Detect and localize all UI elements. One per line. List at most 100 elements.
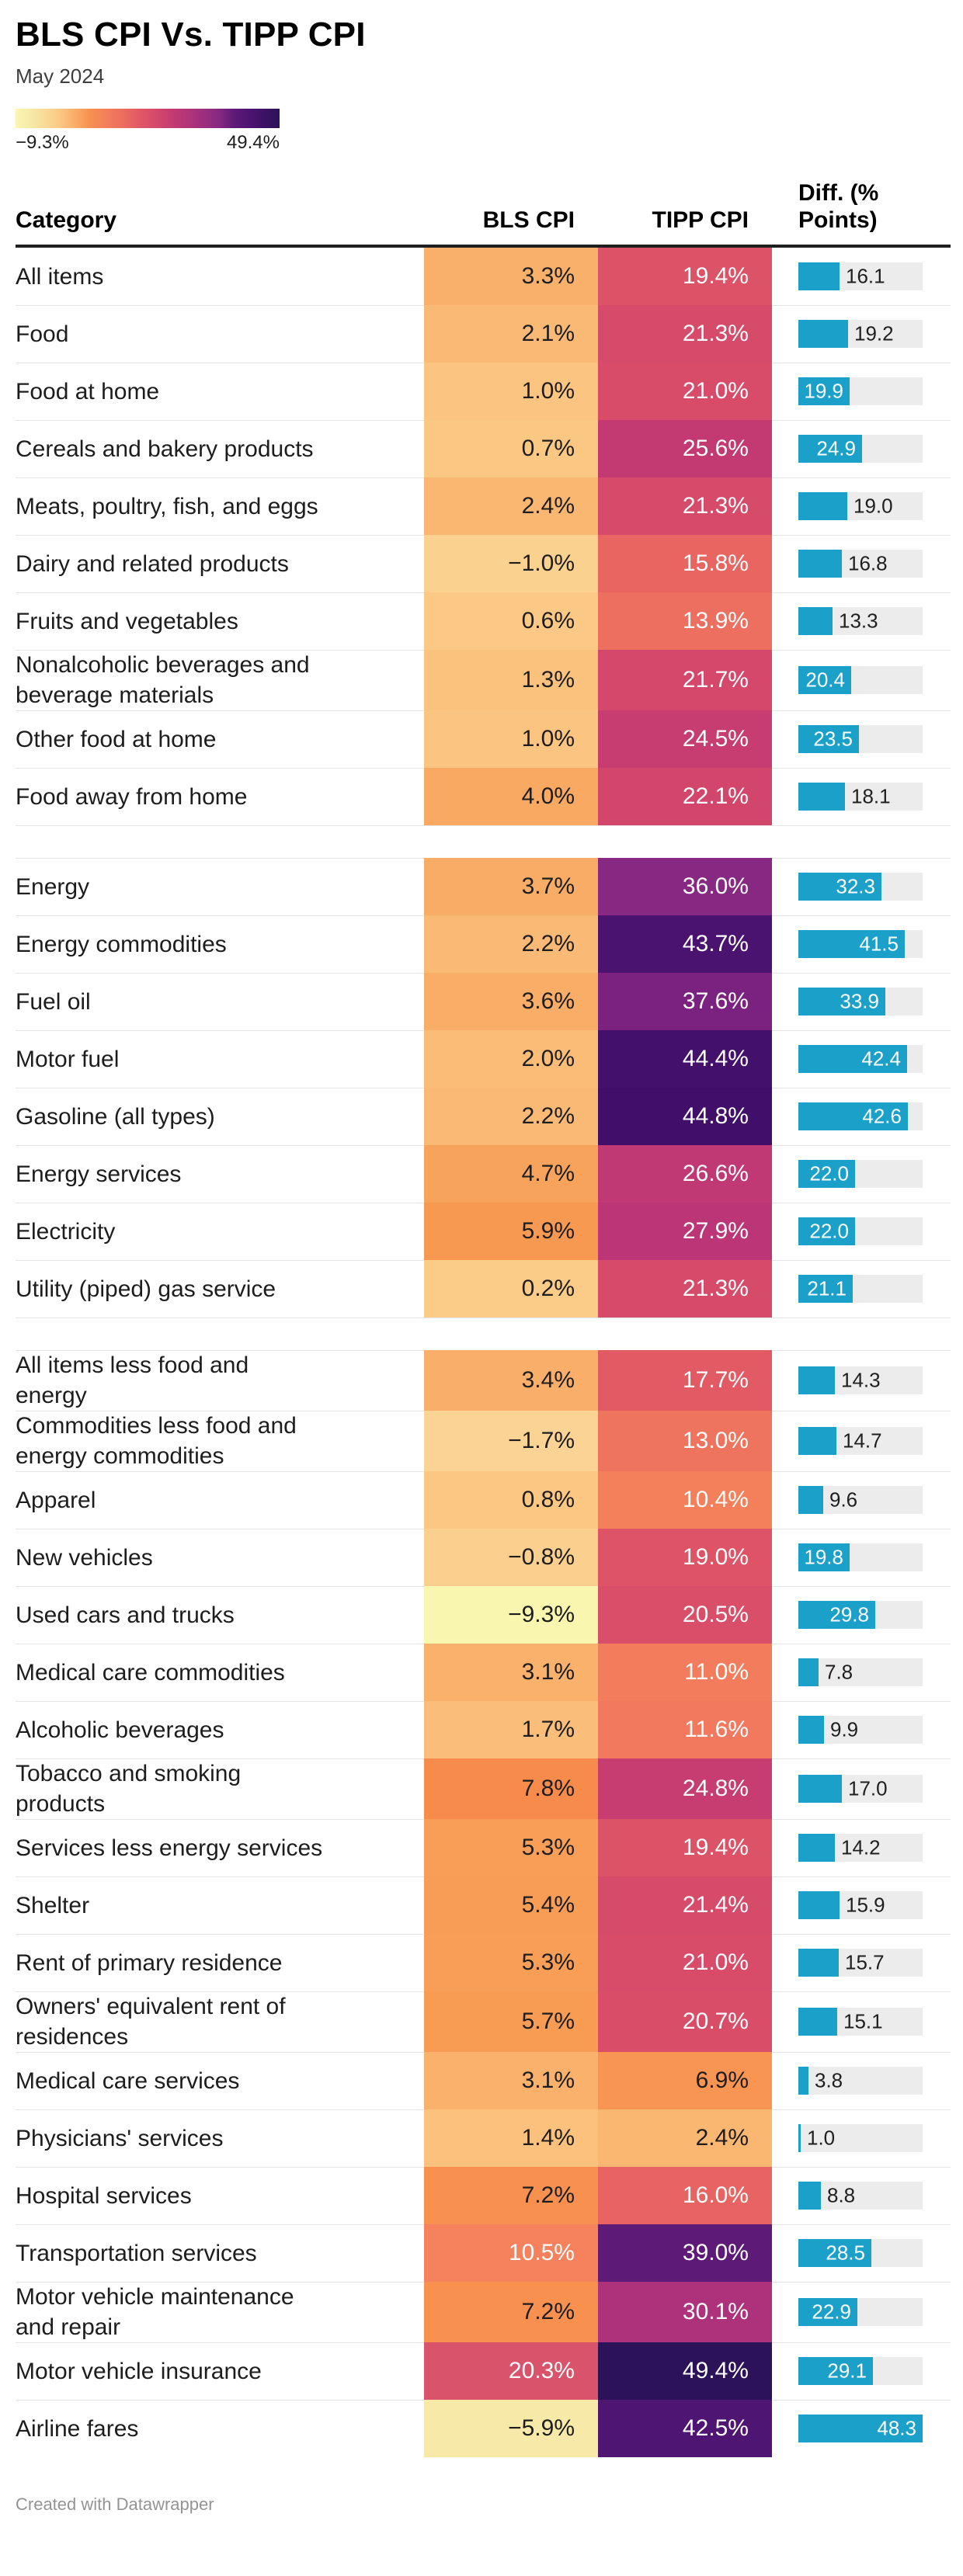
table-row: Transportation services 10.5% 39.0% 28.5 — [16, 2224, 951, 2283]
category-label: Shelter — [16, 1892, 90, 1918]
diff-bar-cell: 9.6 — [798, 1471, 951, 1529]
table-row: Other food at home 1.0% 24.5% 23.5 — [16, 710, 951, 769]
diff-bar-label: 17.0 — [848, 1776, 888, 1800]
diff-bar-label: 1.0 — [807, 2126, 836, 2150]
category-label: Cereals and bakery products — [16, 436, 314, 462]
table-row: Rent of primary residence 5.3% 21.0% 15.… — [16, 1934, 951, 1992]
diff-bar-fill — [798, 1543, 850, 1572]
diff-bar-fill — [798, 2008, 837, 2036]
tipp-cpi-cell: 20.7% — [598, 1991, 772, 2053]
category-label: Motor vehicle insurance — [16, 2358, 262, 2384]
bls-cpi-cell: 20.3% — [424, 2342, 598, 2401]
tipp-cpi-cell: 26.6% — [598, 1145, 772, 1203]
diff-bar-fill — [798, 1834, 835, 1863]
tipp-cpi-cell: 21.0% — [598, 363, 772, 421]
tipp-cpi-cell: 49.4% — [598, 2342, 772, 2401]
category-label: Energy — [16, 873, 90, 900]
table-row: Tobacco and smoking products 7.8% 24.8% … — [16, 1758, 951, 1820]
diff-bar-track: 42.4 — [798, 1045, 923, 1074]
diff-bar-cell: 22.0 — [798, 1203, 951, 1260]
diff-bar-fill — [798, 1658, 819, 1687]
category-label: Owners' equivalent rent of residences — [16, 1994, 286, 2050]
table-row: Food at home 1.0% 21.0% 19.9 — [16, 363, 951, 421]
table-row: Used cars and trucks −9.3% 20.5% 29.8 — [16, 1586, 951, 1644]
diff-bar-track: 48.3 — [798, 2415, 923, 2443]
diff-bar-label: 7.8 — [825, 1660, 853, 1684]
table-row: Shelter 5.4% 21.4% 15.9 — [16, 1876, 951, 1935]
diff-bar-cell: 19.8 — [798, 1529, 951, 1586]
page-subtitle: May 2024 — [16, 64, 105, 89]
diff-bar-fill — [798, 988, 885, 1016]
diff-bar-cell: 16.8 — [798, 535, 951, 592]
diff-bar-label: 14.3 — [841, 1368, 881, 1392]
table-header: Category BLS CPI TIPP CPI Diff. (% Point… — [16, 180, 951, 248]
diff-bar-fill — [798, 262, 840, 291]
tipp-cpi-cell: 20.5% — [598, 1586, 772, 1644]
diff-bar-cell: 7.8 — [798, 1644, 951, 1701]
bls-cpi-cell: 4.0% — [424, 768, 598, 826]
bls-cpi-cell: 2.1% — [424, 305, 598, 363]
diff-bar-track: 19.9 — [798, 377, 923, 406]
diff-bar-track: 41.5 — [798, 930, 923, 959]
tipp-cpi-cell: 30.1% — [598, 2282, 772, 2343]
tipp-cpi-cell: 21.0% — [598, 1934, 772, 1992]
bls-cpi-cell: 5.3% — [424, 1819, 598, 1877]
diff-bar-track: 17.0 — [798, 1775, 923, 1804]
diff-bar-fill — [798, 1891, 840, 1920]
diff-bar-cell: 29.1 — [798, 2342, 951, 2400]
diff-bar-label: 15.7 — [845, 1950, 885, 1974]
category-label: All items — [16, 263, 104, 290]
tipp-cpi-cell: 15.8% — [598, 535, 772, 593]
diff-bar-track: 7.8 — [798, 1658, 923, 1687]
tipp-cpi-cell: 21.3% — [598, 305, 772, 363]
datawrapper-attribution-link[interactable]: Created with Datawrapper — [16, 2494, 214, 2515]
tipp-cpi-cell: 19.4% — [598, 1819, 772, 1877]
diff-bar-cell: 15.9 — [798, 1876, 951, 1934]
bls-cpi-cell: 0.2% — [424, 1260, 598, 1318]
diff-bar-track: 19.8 — [798, 1543, 923, 1572]
category-label: Alcoholic beverages — [16, 1717, 224, 1743]
table-row: Hospital services 7.2% 16.0% 8.8 — [16, 2167, 951, 2225]
category-label: Dairy and related products — [16, 550, 289, 577]
diff-bar-label: 18.1 — [851, 784, 891, 808]
diff-bar-fill — [798, 2415, 923, 2443]
diff-bar-cell: 8.8 — [798, 2167, 951, 2224]
tipp-cpi-cell: 43.7% — [598, 915, 772, 974]
table-row: Physicians' services 1.4% 2.4% 1.0 — [16, 2109, 951, 2168]
bls-cpi-cell: 5.9% — [424, 1203, 598, 1261]
diff-bar-track: 23.5 — [798, 725, 923, 754]
bls-cpi-cell: 7.2% — [424, 2282, 598, 2343]
diff-bar-fill — [798, 666, 851, 695]
category-label: Energy services — [16, 1161, 182, 1187]
diff-bar-fill — [798, 2298, 857, 2327]
diff-bar-label: 19.9 — [804, 379, 843, 403]
diff-bar-cell: 48.3 — [798, 2400, 951, 2457]
tipp-cpi-cell: 11.0% — [598, 1644, 772, 1702]
category-label: Electricity — [16, 1218, 116, 1245]
diff-bar-track: 28.5 — [798, 2239, 923, 2268]
table-row: Fuel oil 3.6% 37.6% 33.9 — [16, 973, 951, 1031]
diff-bar-label: 3.8 — [815, 2068, 843, 2092]
table-row: Nonalcoholic beverages and beverage mate… — [16, 650, 951, 711]
category-label: Utility (piped) gas service — [16, 1276, 276, 1302]
column-header-bls-cpi: BLS CPI — [482, 207, 575, 233]
category-label: Physicians' services — [16, 2125, 224, 2151]
tipp-cpi-cell: 24.5% — [598, 710, 772, 769]
tipp-cpi-cell: 17.7% — [598, 1350, 772, 1411]
diff-bar-track: 19.2 — [798, 320, 923, 349]
table-row: New vehicles −0.8% 19.0% 19.8 — [16, 1529, 951, 1587]
category-label: Energy commodities — [16, 931, 227, 957]
table-row: Services less energy services 5.3% 19.4%… — [16, 1819, 951, 1877]
table-row: Energy services 4.7% 26.6% 22.0 — [16, 1145, 951, 1203]
bls-cpi-cell: 3.3% — [424, 248, 598, 306]
diff-bar-cell: 15.1 — [798, 1991, 951, 2052]
diff-bar-track: 29.8 — [798, 1601, 923, 1630]
diff-bar-cell: 19.9 — [798, 363, 951, 420]
diff-bar-cell: 13.3 — [798, 592, 951, 650]
diff-bar-fill — [798, 1486, 823, 1515]
tipp-cpi-cell: 13.9% — [598, 592, 772, 651]
diff-bar-fill — [798, 1949, 839, 1977]
bls-cpi-cell: 7.8% — [424, 1758, 598, 1820]
category-label: Food — [16, 321, 69, 347]
diff-bar-fill — [798, 492, 847, 521]
